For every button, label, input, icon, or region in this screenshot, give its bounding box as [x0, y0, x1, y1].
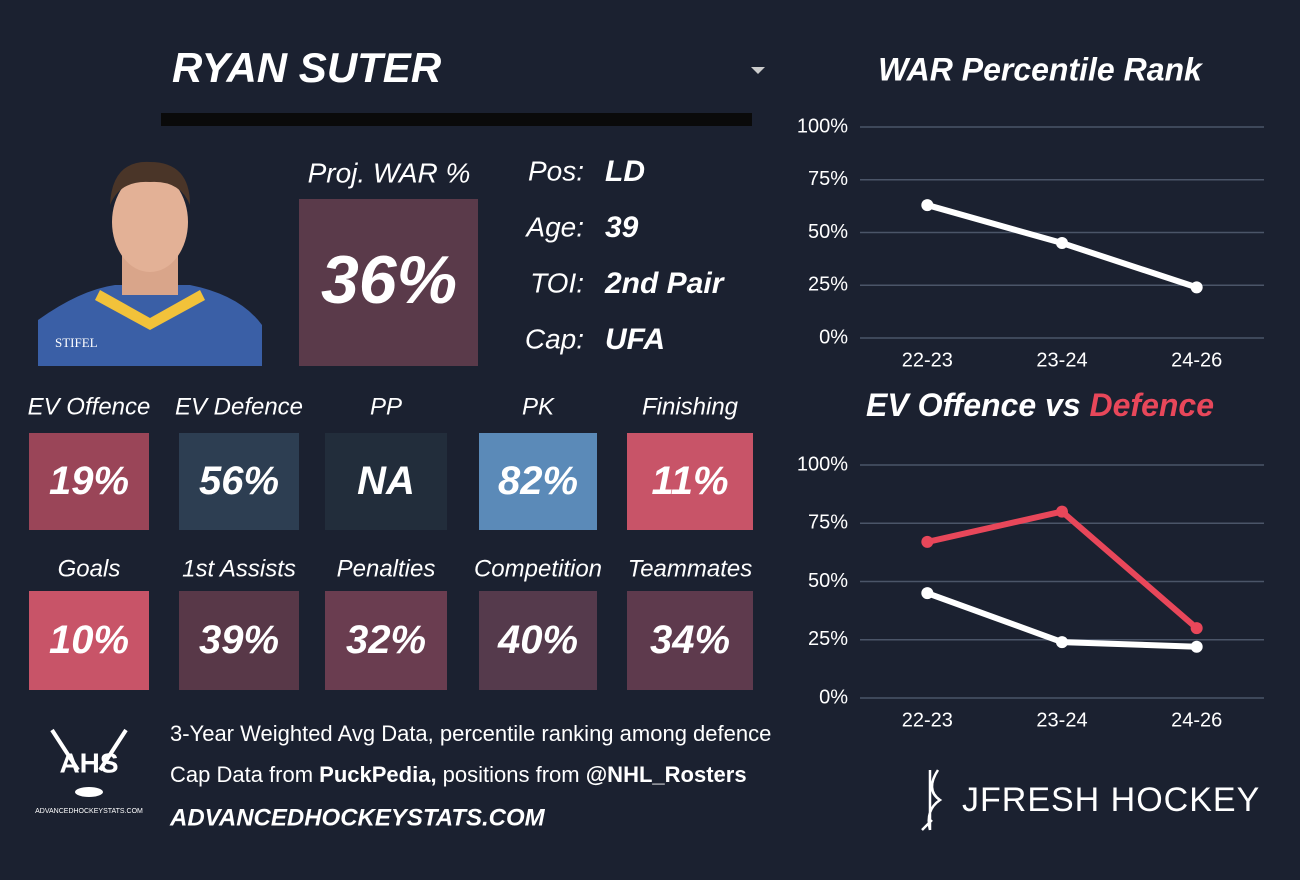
- charts: WAR Percentile Rank 0% 25% 50% 75% 100% 22-23 2…: [797, 51, 1264, 731]
- y-tick-label: 25%: [808, 628, 848, 650]
- x-tick-label: 24-26: [1171, 709, 1222, 731]
- chart-title-part: EV Offence vs: [866, 387, 1090, 423]
- info-value: 2nd Pair: [604, 267, 726, 300]
- y-tick-label: 0%: [819, 686, 848, 708]
- ahs-logo-text: AHS: [59, 747, 118, 778]
- stat-value: 19%: [49, 459, 129, 503]
- stat-value: 39%: [199, 618, 279, 662]
- info-label: TOI:: [530, 267, 584, 298]
- stat-value: 11%: [651, 459, 728, 503]
- stat-label: Teammates: [628, 555, 753, 582]
- stat-tile: [29, 433, 149, 530]
- chart-title: WAR Percentile Rank: [878, 51, 1204, 87]
- series-point: [1056, 505, 1068, 518]
- stat-value: 40%: [497, 618, 578, 662]
- stat-tile: [479, 433, 597, 530]
- stat-tile: [179, 433, 299, 530]
- y-tick-label: 75%: [808, 512, 848, 534]
- series-point: [921, 587, 934, 600]
- series-point: [1190, 622, 1203, 635]
- stat-label: Competition: [474, 555, 602, 582]
- stat-label: Penalties: [337, 555, 436, 582]
- series-point: [1190, 281, 1203, 294]
- stat-tile: [325, 591, 447, 690]
- stat-value: 34%: [650, 618, 730, 662]
- info-label: Age:: [524, 211, 584, 242]
- series-point: [1056, 636, 1068, 649]
- info-value: LD: [605, 155, 645, 188]
- x-tick-label: 23-24: [1036, 709, 1087, 731]
- info-value: 39: [605, 211, 639, 244]
- dropdown-arrow[interactable]: [751, 67, 765, 74]
- info-value: UFA: [605, 323, 665, 356]
- player-photo: STIFEL: [38, 160, 262, 366]
- stat-tile: [29, 591, 149, 690]
- stat-tiles: EV Offence 19% EV Defence 56% PP NA PK 82% Finis…: [28, 393, 753, 690]
- stat-tile: [627, 591, 753, 690]
- stat-tile: [479, 591, 597, 690]
- name-underline: [161, 113, 752, 126]
- y-tick-label: 75%: [808, 168, 848, 190]
- stat-label: EV Offence: [28, 393, 151, 420]
- stat-label: 1st Assists: [182, 555, 296, 582]
- x-tick-label: 22-23: [902, 709, 953, 731]
- x-tick-label: 24-26: [1171, 349, 1222, 371]
- series-point: [1056, 237, 1068, 250]
- stat-label: EV Defence: [175, 393, 303, 420]
- y-tick-label: 50%: [808, 570, 848, 592]
- footer-note: 3-Year Weighted Avg Data, percentile ran…: [170, 721, 771, 746]
- x-tick-label: 22-23: [902, 349, 953, 371]
- footer-source: Cap Data from PuckPedia, positions from …: [170, 762, 747, 787]
- stat-value: 56%: [199, 459, 279, 503]
- stat-tile: [325, 433, 447, 530]
- y-tick-label: 100%: [797, 453, 848, 475]
- stat-label: Goals: [58, 555, 121, 582]
- stat-value: 32%: [346, 618, 426, 662]
- stat-label: PK: [522, 393, 555, 420]
- brand-text: JFRESH HOCKEY: [962, 781, 1260, 819]
- y-tick-label: 25%: [808, 274, 848, 296]
- info-label: Cap:: [525, 323, 584, 354]
- series-point: [1190, 640, 1203, 653]
- projection-box: [299, 199, 478, 366]
- chart-title: EV Offence vs Defence: [866, 387, 1214, 423]
- ahs-logo-site: ADVANCEDHOCKEYSTATS.COM: [35, 808, 143, 815]
- stat-value: NA: [357, 459, 415, 503]
- footer-source-part: positions from: [437, 762, 586, 787]
- footer-source-part: @NHL_Rosters: [586, 762, 747, 787]
- stat-label: PP: [370, 393, 402, 420]
- ahs-logo: AHS ADVANCEDHOCKEYSTATS.COM: [35, 728, 143, 815]
- stat-tile: [627, 433, 753, 530]
- chart-title-part: Defence: [1090, 387, 1215, 423]
- y-tick-label: 50%: [808, 221, 848, 243]
- footer-source-part: PuckPedia,: [319, 762, 436, 787]
- series-point: [921, 535, 934, 548]
- info-label: Pos:: [528, 155, 584, 186]
- y-tick-label: 0%: [819, 326, 848, 348]
- stat-label: Finishing: [642, 393, 739, 420]
- stat-tile: [179, 591, 299, 690]
- footer-source-part: Cap Data from: [170, 762, 319, 787]
- footer-site: ADVANCEDHOCKEYSTATS.COM: [169, 804, 546, 831]
- stat-value: 10%: [49, 618, 129, 662]
- player-name: RYAN SUTER: [172, 44, 442, 91]
- jfresh-logo: JFRESH HOCKEY: [921, 769, 1260, 831]
- projection-label: Proj. WAR %: [308, 157, 471, 188]
- y-tick-label: 100%: [797, 115, 848, 137]
- svg-text:STIFEL: STIFEL: [55, 335, 98, 350]
- info-list: Pos: LD Age: 39 TOI: 2nd Pair Cap: UFA: [524, 155, 725, 356]
- series-point: [921, 199, 934, 212]
- x-tick-label: 23-24: [1036, 349, 1087, 371]
- projection-value: 36%: [321, 242, 457, 318]
- stat-value: 82%: [498, 459, 578, 503]
